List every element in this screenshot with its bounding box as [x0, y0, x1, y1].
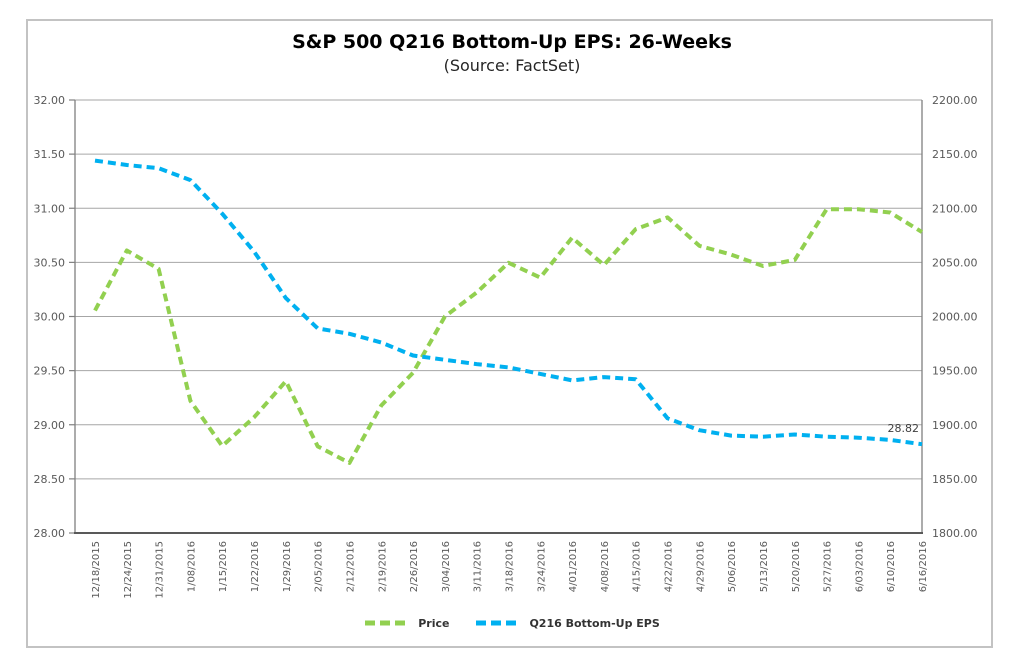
left-axis-tick-label: 30.00 [34, 311, 66, 324]
x-axis-label: 5/06/2016 [727, 541, 738, 592]
x-axis-label: 4/08/2016 [600, 541, 611, 592]
x-axis-label: 5/20/2016 [791, 541, 802, 592]
x-axis-label: 4/01/2016 [568, 541, 579, 592]
eps-line-swatch-icon [476, 620, 521, 626]
x-axis-label: 4/15/2016 [632, 541, 643, 592]
x-axis-label: 2/19/2016 [377, 541, 388, 592]
right-axis-tick-label: 2000.00 [932, 311, 978, 324]
left-axis-tick-label: 29.00 [34, 419, 66, 432]
x-axis-label: 6/16/2016 [918, 541, 929, 592]
x-axis-label: 1/22/2016 [250, 541, 261, 592]
x-axis-label: 3/24/2016 [536, 541, 547, 592]
right-axis-tick-label: 1800.00 [932, 527, 978, 540]
right-axis-tick-label: 2100.00 [932, 202, 978, 215]
left-axis-tick-label: 28.50 [34, 473, 66, 486]
x-axis-label: 3/04/2016 [441, 541, 452, 592]
left-axis-tick-label: 28.00 [34, 527, 66, 540]
left-axis-tick-label: 31.50 [34, 148, 66, 161]
chart-title: S&P 500 Q216 Bottom-Up EPS: 26-Weeks [292, 31, 732, 53]
x-axis-label: 6/10/2016 [886, 541, 897, 592]
x-axis-label: 4/29/2016 [695, 541, 706, 592]
eps-line [94, 158, 923, 447]
x-axis-label: 3/11/2016 [473, 541, 484, 592]
right-axis-tick-label: 1850.00 [932, 473, 978, 486]
x-axis-label: 6/03/2016 [854, 541, 865, 592]
right-axis-tick-label: 2200.00 [932, 94, 978, 107]
legend-label-price: Price [418, 616, 450, 630]
price-line [93, 207, 924, 465]
x-axis-label: 1/08/2016 [186, 541, 197, 592]
eps-end-value-label: 28.82 [888, 422, 920, 435]
x-axis-label: 12/31/2015 [155, 541, 166, 599]
right-axis-tick-label: 1900.00 [932, 419, 978, 432]
x-axis-label: 2/05/2016 [314, 541, 325, 592]
left-axis-tick-label: 30.50 [34, 256, 66, 269]
x-axis-label: 4/22/2016 [664, 541, 675, 592]
legend-label-eps: Q216 Bottom-Up EPS [529, 616, 660, 630]
legend-item-eps: Q216 Bottom-Up EPS [475, 616, 660, 630]
left-axis-tick-label: 32.00 [34, 94, 66, 107]
price-line-swatch-icon [365, 620, 410, 626]
x-axis-label: 5/27/2016 [823, 541, 834, 592]
right-axis-tick-label: 2050.00 [932, 256, 978, 269]
x-axis-label: 1/29/2016 [282, 541, 293, 592]
x-axis-label: 12/18/2015 [91, 541, 102, 599]
chart-subtitle: (Source: FactSet) [443, 56, 581, 75]
x-axis-label: 3/18/2016 [505, 541, 516, 592]
x-axis-label: 2/12/2016 [345, 541, 356, 592]
chart-legend: Price Q216 Bottom-Up EPS [0, 612, 1024, 634]
right-axis-tick-label: 1950.00 [932, 365, 978, 378]
left-axis-tick-label: 29.50 [34, 365, 66, 378]
right-axis-tick-label: 2150.00 [932, 148, 978, 161]
chart-border [26, 19, 993, 648]
x-axis-label: 12/24/2015 [123, 541, 134, 599]
x-axis-label: 5/13/2016 [759, 541, 770, 592]
legend-item-price: Price [364, 617, 449, 630]
left-axis-tick-label: 31.00 [34, 202, 66, 215]
x-axis-label: 2/26/2016 [409, 541, 420, 592]
x-axis-label: 1/15/2016 [218, 541, 229, 592]
